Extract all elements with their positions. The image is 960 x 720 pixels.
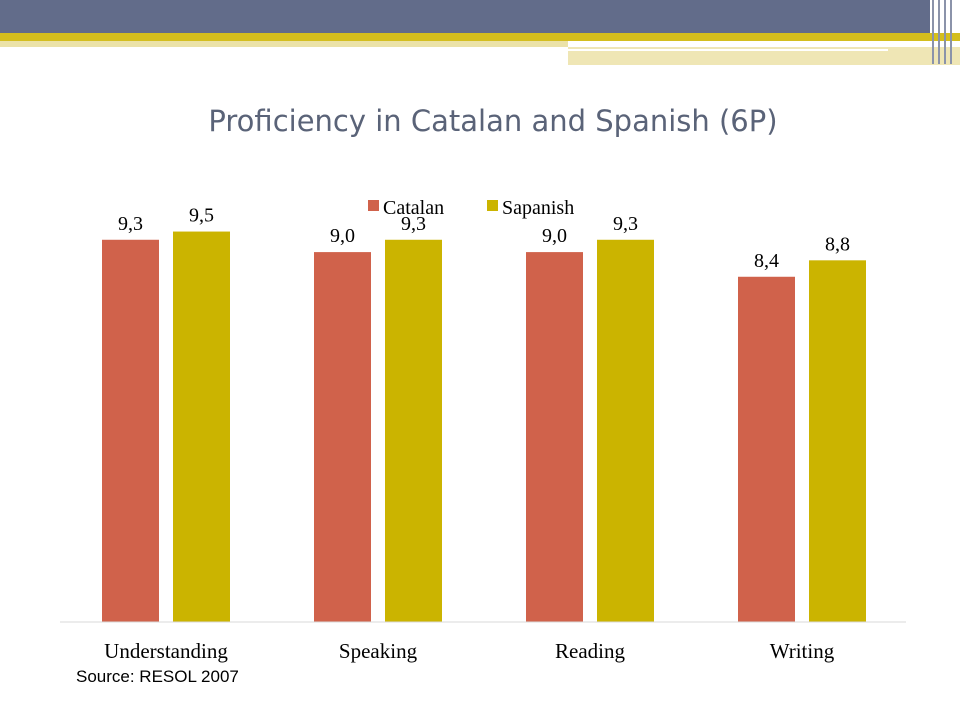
data-label-catalan-reading: 9,0 xyxy=(542,225,567,247)
bar-sapanish-reading xyxy=(597,239,654,622)
bar-catalan-writing xyxy=(738,276,795,622)
top-stripe-light xyxy=(0,41,568,47)
data-label-sapanish-reading: 9,3 xyxy=(613,213,638,235)
right-decor-line xyxy=(568,49,888,51)
bar-catalan-speaking xyxy=(314,252,371,622)
data-label-sapanish-understanding: 9,5 xyxy=(189,205,214,227)
x-tick-writing: Writing xyxy=(770,639,835,663)
legend: Catalan Sapanish xyxy=(368,197,574,219)
x-tick-reading: Reading xyxy=(555,639,625,663)
page-title: Proficiency in Catalan and Spanish (6P) xyxy=(208,104,778,138)
bar-catalan-understanding xyxy=(102,239,159,622)
bars-group xyxy=(102,231,866,623)
data-labels-group: 9,3 9,5 9,0 9,3 9,0 9,3 8,4 8,8 xyxy=(118,205,850,272)
bar-catalan-reading xyxy=(526,252,583,622)
x-tick-speaking: Speaking xyxy=(339,639,418,663)
legend-swatch-catalan xyxy=(368,200,379,211)
x-tick-understanding: Understanding xyxy=(104,639,228,663)
data-label-sapanish-speaking: 9,3 xyxy=(401,213,426,235)
data-label-catalan-writing: 8,4 xyxy=(754,250,779,272)
legend-swatch-sapanish xyxy=(487,200,498,211)
source-note: Source: RESOL 2007 xyxy=(76,667,239,686)
legend-label-catalan: Catalan xyxy=(383,197,444,219)
top-banner xyxy=(0,0,930,33)
bar-sapanish-speaking xyxy=(385,239,442,622)
bar-sapanish-writing xyxy=(809,260,866,622)
bar-sapanish-understanding xyxy=(173,231,230,623)
x-tick-labels: Understanding Speaking Reading Writing xyxy=(104,639,835,663)
top-stripe xyxy=(0,33,960,41)
right-decor-block xyxy=(568,47,960,65)
data-label-catalan-understanding: 9,3 xyxy=(118,213,143,235)
legend-label-sapanish: Sapanish xyxy=(502,197,574,219)
data-label-sapanish-writing: 8,8 xyxy=(825,233,850,255)
edge-decor-lines xyxy=(930,0,960,64)
data-label-catalan-speaking: 9,0 xyxy=(330,225,355,247)
